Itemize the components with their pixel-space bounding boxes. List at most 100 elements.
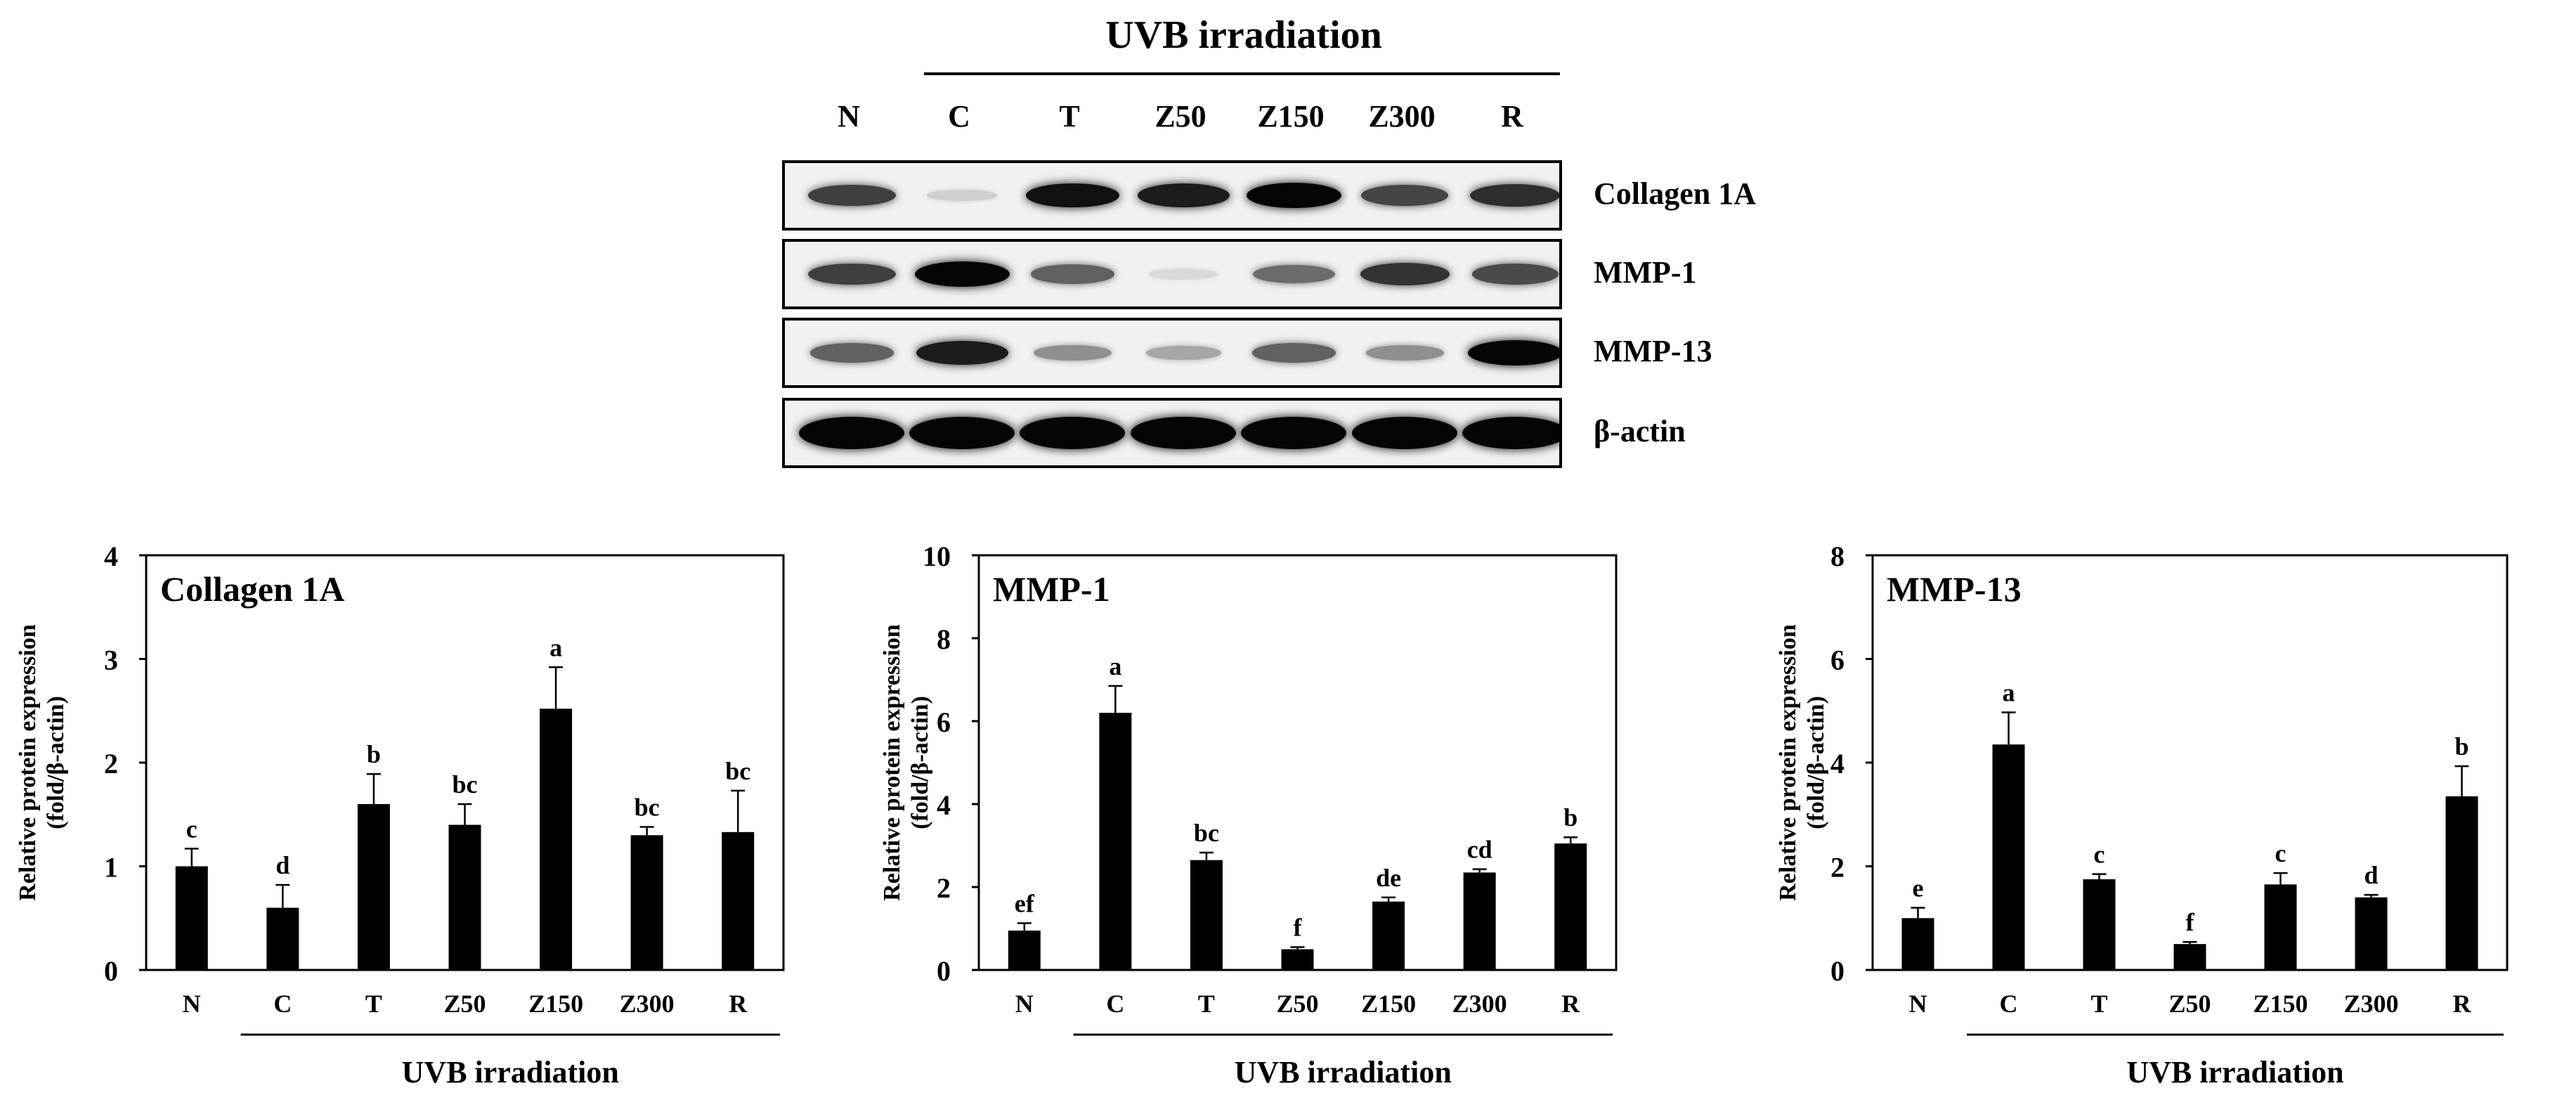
western-blot-panel: UVB irradiation N C T Z50 Z150 Z300 R Collagen… — [0, 0, 2576, 492]
blot-band — [1470, 183, 1559, 207]
blot-band — [807, 263, 896, 285]
blot-band — [1145, 345, 1221, 361]
significance-letter: a — [2003, 678, 2015, 706]
x-tick-label: Z300 — [2343, 990, 2398, 1018]
significance-letter: f — [2186, 908, 2195, 936]
blot-band — [1365, 344, 1444, 361]
y-axis-label: Relative protein expression — [1775, 624, 1801, 901]
significance-letter: c — [2094, 841, 2105, 869]
x-tick-label: N — [183, 990, 201, 1018]
significance-letter: c — [2275, 839, 2286, 867]
x-tick-label: T — [2090, 990, 2107, 1018]
blot-band — [1361, 185, 1448, 206]
bar — [2264, 884, 2297, 970]
significance-letter: bc — [725, 757, 750, 785]
blot-band — [1137, 183, 1230, 207]
x-tick-label: Z150 — [528, 990, 583, 1018]
bar — [1008, 930, 1041, 970]
x-tick-label: Z50 — [1276, 990, 1318, 1018]
plot-frame — [977, 554, 1618, 971]
bar — [1992, 744, 2025, 970]
bar — [2083, 879, 2116, 970]
y-tick-label: 0 — [104, 955, 118, 987]
blot-lane-label: T — [1059, 99, 1080, 134]
significance-letter: ef — [1015, 889, 1035, 917]
y-axis-label-units: (fold/β-actin) — [907, 696, 933, 829]
bar — [2173, 944, 2206, 970]
y-axis-label: Relative protein expression — [15, 624, 41, 901]
blot-row — [782, 160, 1562, 231]
blot-uvb-underline — [924, 72, 1560, 75]
blot-band — [799, 417, 904, 449]
y-tick-label: 0 — [937, 955, 951, 987]
chart-title: MMP-1 — [993, 569, 1110, 609]
x-tick-label: N — [1015, 990, 1034, 1018]
blot-band — [1462, 417, 1559, 449]
x-tick-label: Z300 — [1452, 990, 1507, 1018]
bar — [175, 866, 208, 970]
bar — [1190, 860, 1223, 970]
blot-band — [1252, 264, 1335, 284]
blot-row-label: β-actin — [1594, 414, 1686, 448]
x-tick-label: Z150 — [2253, 990, 2308, 1018]
chart-title: Collagen 1A — [160, 569, 345, 609]
y-tick-label: 6 — [937, 706, 951, 738]
y-tick-label: 3 — [104, 645, 118, 676]
blot-band — [914, 261, 1010, 287]
x-tick-label: C — [2000, 990, 2018, 1018]
y-tick-label: 4 — [937, 789, 951, 821]
blot-band — [1246, 183, 1341, 208]
significance-letter: bc — [635, 793, 660, 821]
bar — [630, 835, 663, 970]
significance-letter: a — [549, 633, 562, 661]
y-tick-label: 8 — [937, 623, 951, 655]
significance-letter: c — [186, 815, 197, 843]
blot-row-label: Collagen 1A — [1594, 176, 1756, 211]
blot-band — [1033, 344, 1112, 361]
bar — [2355, 897, 2388, 970]
y-tick-label: 2 — [1830, 852, 1845, 884]
bar — [1372, 901, 1405, 970]
blot-row — [782, 398, 1562, 468]
blot-uvb-title: UVB irradiation — [1105, 13, 1382, 57]
blot-row-label: MMP-13 — [1594, 334, 1712, 368]
blot-band — [927, 189, 997, 202]
bar — [1901, 918, 1934, 970]
blot-band — [916, 341, 1008, 365]
y-axis-label-units: (fold/β-actin) — [43, 696, 69, 829]
bar — [1463, 872, 1496, 970]
blot-band — [1030, 264, 1114, 284]
blot-band — [1025, 183, 1119, 208]
y-tick-label: 0 — [1830, 955, 1845, 987]
chart-title: MMP-13 — [1887, 569, 2022, 609]
significance-letter: d — [275, 851, 290, 879]
x-axis-label: UVB irradiation — [1235, 1055, 1452, 1089]
x-tick-label: R — [1561, 990, 1580, 1018]
x-axis-label: UVB irradiation — [402, 1055, 619, 1089]
y-tick-label: 1 — [104, 852, 118, 884]
blot-band — [1020, 417, 1125, 449]
significance-letter: de — [1376, 864, 1401, 892]
significance-letter: d — [2364, 861, 2378, 889]
x-tick-label: T — [1198, 990, 1215, 1018]
blot-row — [782, 318, 1562, 388]
y-tick-label: 4 — [104, 541, 118, 572]
blot-row — [782, 239, 1562, 309]
blot-band — [1467, 340, 1559, 365]
blot-band — [809, 343, 894, 363]
significance-letter: b — [1563, 803, 1578, 832]
blot-lane-label: C — [948, 99, 970, 134]
blot-band — [909, 417, 1015, 449]
significance-letter: bc — [453, 770, 478, 798]
blot-band — [1131, 417, 1236, 449]
x-axis-label: UVB irradiation — [2126, 1055, 2343, 1089]
significance-letter: e — [1913, 874, 1924, 902]
x-tick-label: C — [1106, 990, 1124, 1018]
x-tick-label: N — [1909, 990, 1927, 1018]
bar — [1099, 713, 1132, 970]
x-tick-label: T — [365, 990, 382, 1018]
blot-band — [1241, 417, 1346, 449]
x-tick-label: Z50 — [443, 990, 486, 1018]
significance-letter: a — [1109, 652, 1121, 680]
y-tick-label: 6 — [1830, 645, 1845, 676]
